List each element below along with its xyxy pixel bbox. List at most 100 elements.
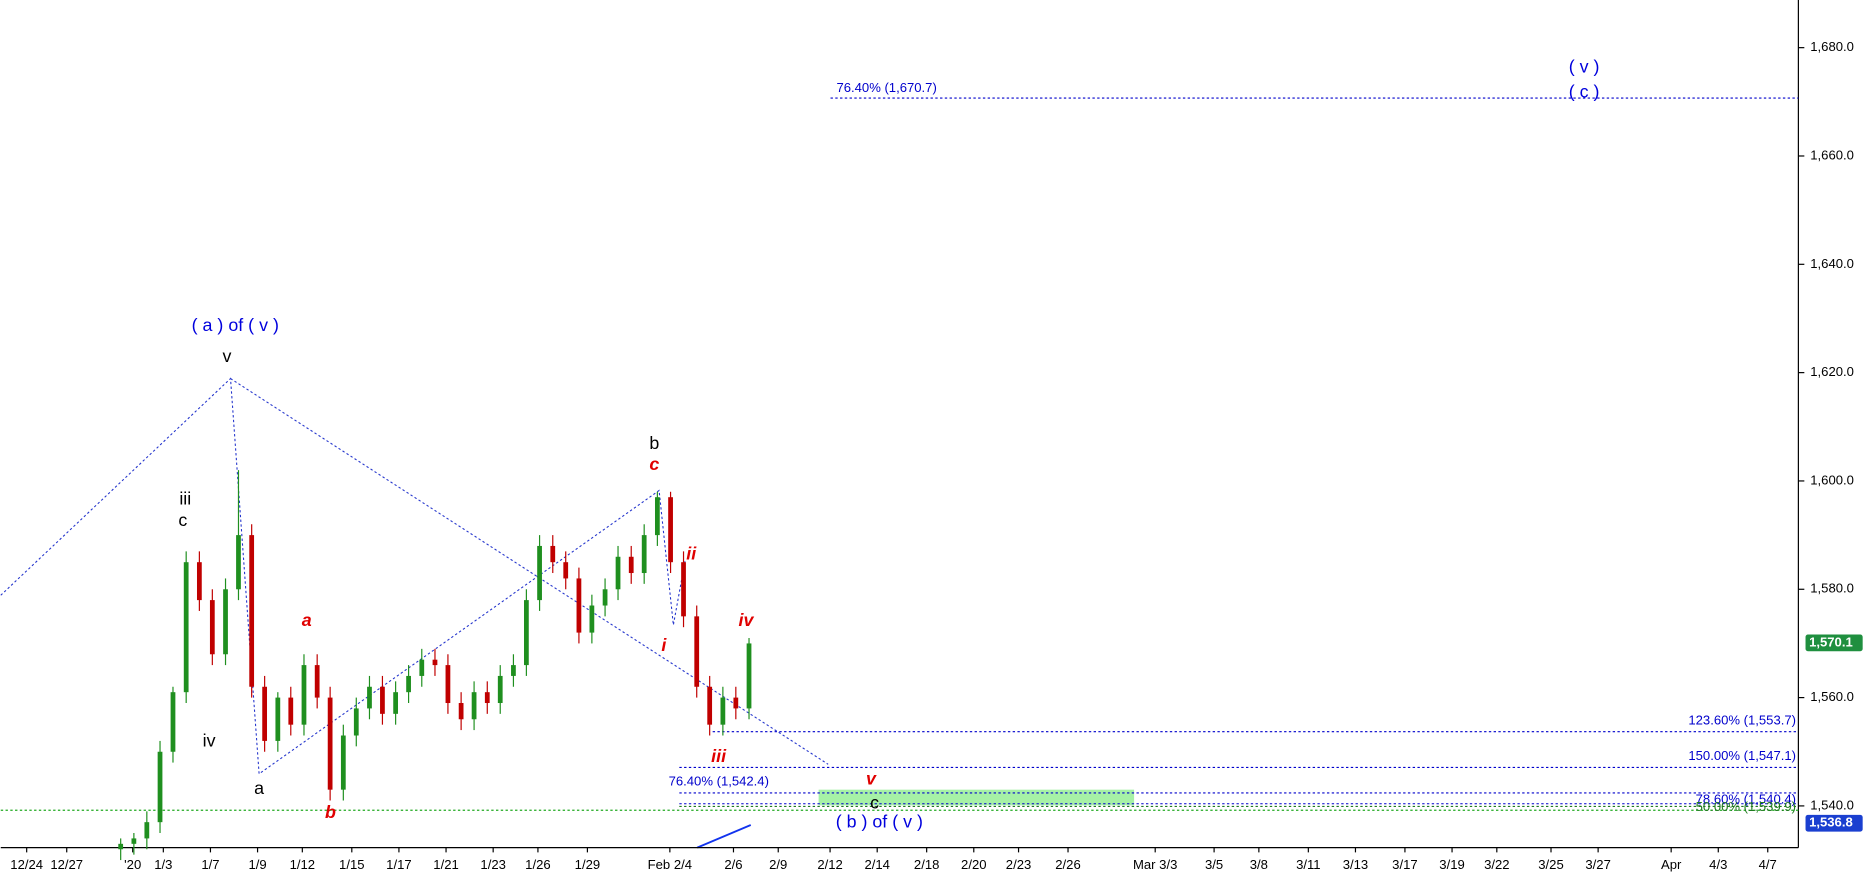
x-tick-label: 3/22 bbox=[1484, 857, 1509, 872]
x-tick-label: 1/9 bbox=[248, 857, 266, 872]
x-tick-label: 3/11 bbox=[1296, 857, 1320, 872]
candle-body bbox=[668, 497, 673, 563]
candle-body bbox=[301, 665, 307, 725]
y-tick-label: 1,560.0 bbox=[1810, 689, 1854, 704]
price-tag-label: 1,536.8 bbox=[1809, 815, 1853, 830]
price-tag bbox=[1805, 634, 1863, 652]
wave-label: b bbox=[325, 802, 336, 822]
candle-body bbox=[681, 562, 686, 617]
candle-body bbox=[288, 697, 294, 725]
fib-label: 50.00% (1,539.9) bbox=[1696, 799, 1796, 814]
x-tick-label: 2/9 bbox=[769, 857, 787, 872]
y-tick-label: 1,580.0 bbox=[1810, 581, 1854, 596]
wave-label: iv bbox=[739, 610, 755, 630]
candle-body bbox=[170, 692, 176, 752]
candle-body bbox=[236, 535, 241, 590]
wave-label: iii bbox=[711, 746, 727, 766]
candle-body bbox=[746, 643, 752, 709]
wave-label: a bbox=[254, 778, 264, 798]
x-tick-label: Mar 3/3 bbox=[1133, 857, 1177, 872]
candle-body bbox=[249, 535, 255, 687]
x-tick-label: 2/12 bbox=[817, 857, 842, 872]
x-tick-label: 4/7 bbox=[1759, 857, 1777, 872]
x-tick-label: 1/23 bbox=[480, 857, 505, 872]
candle-body bbox=[511, 665, 516, 676]
x-tick-label: 1/26 bbox=[525, 857, 550, 872]
price-tag-label: 1,570.1 bbox=[1809, 634, 1853, 649]
candle-body bbox=[654, 497, 660, 536]
x-tick-label: 2/14 bbox=[864, 857, 889, 872]
x-tick-label: 2/26 bbox=[1055, 857, 1080, 872]
wave-label: ( c ) bbox=[1569, 82, 1600, 102]
wave-label: b bbox=[649, 433, 659, 453]
fib-label: 76.40% (1,542.4) bbox=[669, 774, 769, 789]
wave-label: ii bbox=[686, 543, 697, 563]
x-tick-label: 3/5 bbox=[1205, 857, 1223, 872]
candle-body bbox=[118, 843, 124, 850]
x-tick-label: 1/29 bbox=[575, 857, 600, 872]
x-tick-label: 12/27 bbox=[50, 857, 83, 872]
fib-label: 78.60% (1,540.4) bbox=[1696, 792, 1796, 807]
candle-body bbox=[537, 545, 542, 601]
candle-body bbox=[576, 578, 582, 633]
candle-body bbox=[720, 697, 726, 725]
fib-label: 76.40% (1,670.7) bbox=[836, 80, 936, 95]
price-tag bbox=[1805, 814, 1863, 832]
wave-label: i bbox=[661, 635, 667, 655]
fib-label: 123.60% (1,553.7) bbox=[1688, 712, 1796, 727]
x-tick-label: 3/27 bbox=[1585, 857, 1610, 872]
candle-body bbox=[262, 686, 268, 741]
candle-body bbox=[367, 686, 372, 709]
candle-body bbox=[524, 600, 529, 666]
x-tick-label: 1/21 bbox=[433, 857, 458, 872]
candle-body bbox=[157, 751, 163, 823]
x-tick-label: 12/24 bbox=[10, 857, 43, 872]
y-tick-label: 1,540.0 bbox=[1810, 797, 1854, 812]
x-tick-label: 3/19 bbox=[1439, 857, 1464, 872]
trend-line bbox=[230, 378, 829, 765]
x-tick-label: 3/13 bbox=[1343, 857, 1368, 872]
wave-label: ( v ) bbox=[1569, 57, 1600, 77]
wave-label: v bbox=[222, 346, 231, 366]
fib-label: 150.00% (1,547.1) bbox=[1688, 748, 1796, 763]
zigzag bbox=[0, 377, 686, 775]
candle-body bbox=[406, 675, 411, 693]
candle-body bbox=[419, 659, 425, 676]
candle-body bbox=[641, 535, 647, 574]
candle-body bbox=[223, 589, 228, 655]
x-tick-label: 1/15 bbox=[339, 857, 364, 872]
candle-body bbox=[314, 665, 320, 698]
wave-lines bbox=[0, 377, 829, 775]
candle-body bbox=[353, 708, 359, 736]
wave-label: a bbox=[302, 610, 312, 630]
x-tick-label: Feb 2/4 bbox=[648, 857, 692, 872]
candle-body bbox=[602, 589, 608, 606]
candle-body bbox=[589, 605, 595, 633]
candle-body bbox=[550, 545, 556, 563]
x-tick-label: 2/18 bbox=[914, 857, 939, 872]
wave-label: iii bbox=[179, 489, 191, 509]
candle-body bbox=[445, 665, 451, 704]
candle-body bbox=[563, 562, 569, 579]
candle-body bbox=[144, 822, 150, 839]
x-tick-label: 1/17 bbox=[386, 857, 411, 872]
y-tick-label: 1,680.0 bbox=[1810, 39, 1854, 54]
x-tick-label: Apr bbox=[1661, 857, 1682, 872]
x-tick-label: 1/12 bbox=[290, 857, 315, 872]
candle-body bbox=[131, 838, 137, 844]
x-tick-label: 4/3 bbox=[1709, 857, 1727, 872]
wave-label: v bbox=[866, 768, 877, 788]
candle-body bbox=[209, 600, 215, 655]
candle-body bbox=[497, 675, 503, 704]
candle-body bbox=[393, 692, 399, 714]
candle-body bbox=[694, 616, 700, 687]
x-tick-label: '20 bbox=[124, 857, 141, 872]
candle-body bbox=[275, 697, 281, 741]
candle-body bbox=[733, 697, 739, 709]
candle-body bbox=[196, 562, 202, 601]
wave-label: c bbox=[178, 510, 187, 530]
wave-label: c bbox=[870, 792, 879, 812]
x-tick-label: 2/20 bbox=[961, 857, 986, 872]
wave-label: ( a ) of ( v ) bbox=[192, 315, 279, 335]
